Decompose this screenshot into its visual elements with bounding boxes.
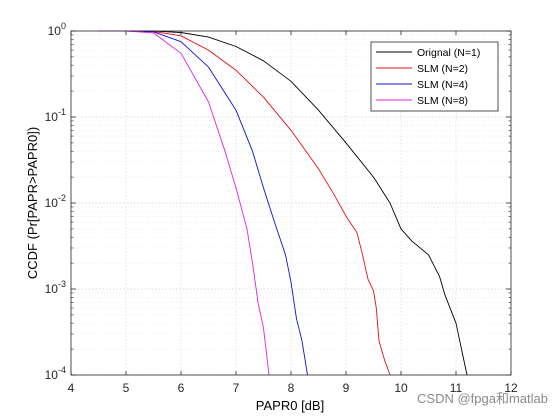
x-tick-label: 9 (343, 381, 350, 395)
y-axis-label: CCDF (Pr[PAPR>PAPR0]) (25, 127, 40, 279)
x-tick-label: 8 (288, 381, 295, 395)
ticks (70, 30, 512, 376)
y-tick-label: 100 (48, 21, 66, 38)
legend-label-4: SLM (N=8) (417, 95, 468, 107)
x-axis-label: PAPR0 [dB] (256, 398, 324, 413)
x-tick-label: 5 (123, 381, 130, 395)
series-line-1 (98, 30, 468, 376)
y-tick-label: 10-2 (45, 193, 66, 210)
y-tick-label: 10-3 (45, 279, 66, 296)
legend-label-1: Orignal (N=1) (417, 47, 480, 59)
series-lines (98, 30, 468, 376)
legend-label-2: SLM (N=2) (417, 63, 468, 75)
legend-label-3: SLM (N=4) (417, 79, 468, 91)
y-tick-label: 10-1 (45, 107, 66, 124)
tick-labels: 4 5 6 7 8 9 10 11 12 100 10-1 10-2 10-3 10-4 (45, 21, 518, 395)
series-line-3 (98, 30, 308, 376)
x-tick-label: 4 (68, 381, 75, 395)
x-tick-label: 11 (450, 381, 463, 395)
watermark-text: CSDN @fpga和matlab (417, 391, 548, 406)
series-line-4 (98, 30, 270, 376)
legend: Orignal (N=1) SLM (N=2) SLM (N=4) SLM (N=8) (370, 41, 499, 112)
x-tick-label: 12 (504, 381, 518, 395)
x-tick-label: 10 (394, 381, 408, 395)
series-line-2 (98, 30, 391, 376)
x-tick-label: 7 (233, 381, 240, 395)
y-tick-label: 10-4 (45, 365, 66, 382)
x-tick-label: 6 (178, 381, 185, 395)
